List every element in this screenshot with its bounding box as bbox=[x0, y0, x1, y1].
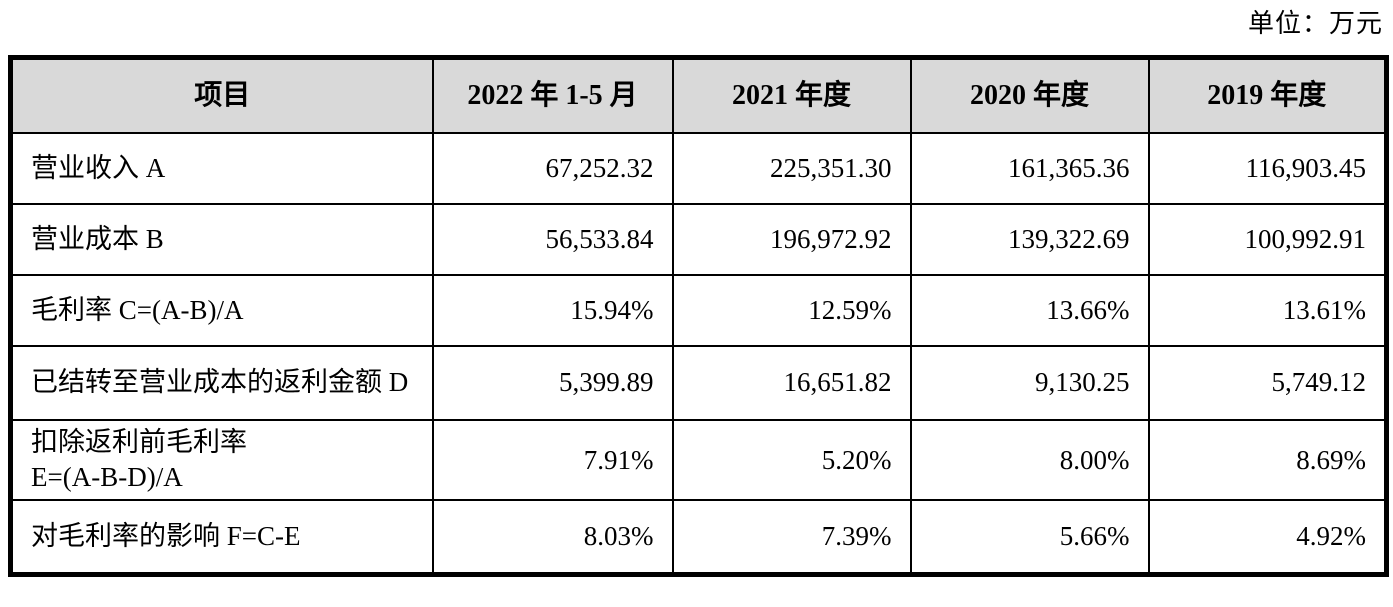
cell-value: 13.61% bbox=[1147, 274, 1388, 347]
cell-value: 16,651.82 bbox=[671, 345, 912, 421]
cell-value: 161,365.36 bbox=[909, 132, 1150, 205]
header-2019: 2019 年度 bbox=[1147, 56, 1388, 134]
cell-value: 116,903.45 bbox=[1147, 132, 1388, 205]
unit-label: 单位：万元 bbox=[1247, 9, 1383, 38]
row-label: 营业收入 A bbox=[9, 132, 434, 205]
cell-value: 8.03% bbox=[431, 499, 674, 576]
table-row: 营业成本 B 56,533.84 196,972.92 139,322.69 1… bbox=[9, 203, 1388, 276]
cell-value: 4.92% bbox=[1147, 499, 1388, 576]
header-2021: 2021 年度 bbox=[671, 56, 912, 134]
cell-value: 139,322.69 bbox=[909, 203, 1150, 276]
cell-value: 7.91% bbox=[431, 418, 674, 502]
table-row: 扣除返利前毛利率 E=(A-B-D)/A 7.91% 5.20% 8.00% 8… bbox=[9, 418, 1388, 502]
table-row: 营业收入 A 67,252.32 225,351.30 161,365.36 1… bbox=[9, 132, 1388, 205]
header-2020: 2020 年度 bbox=[909, 56, 1150, 134]
table-body: 营业收入 A 67,252.32 225,351.30 161,365.36 1… bbox=[9, 132, 1388, 576]
row-label: 对毛利率的影响 F=C-E bbox=[9, 499, 434, 576]
cell-value: 5,399.89 bbox=[431, 345, 674, 421]
cell-value: 100,992.91 bbox=[1147, 203, 1388, 276]
cell-value: 5.66% bbox=[909, 499, 1150, 576]
cell-value: 13.66% bbox=[909, 274, 1150, 347]
header-item: 项目 bbox=[9, 56, 434, 134]
cell-value: 5.20% bbox=[671, 418, 912, 502]
table-row: 已结转至营业成本的返利金额 D 5,399.89 16,651.82 9,130… bbox=[9, 345, 1388, 421]
cell-value: 196,972.92 bbox=[671, 203, 912, 276]
cell-value: 9,130.25 bbox=[909, 345, 1150, 421]
table-row: 对毛利率的影响 F=C-E 8.03% 7.39% 5.66% 4.92% bbox=[9, 499, 1388, 576]
cell-value: 5,749.12 bbox=[1147, 345, 1388, 421]
cell-value: 15.94% bbox=[431, 274, 674, 347]
header-2022: 2022 年 1-5 月 bbox=[431, 56, 674, 134]
cell-value: 225,351.30 bbox=[671, 132, 912, 205]
cell-value: 12.59% bbox=[671, 274, 912, 347]
cell-value: 7.39% bbox=[671, 499, 912, 576]
row-label: 已结转至营业成本的返利金额 D bbox=[9, 345, 434, 421]
table-row: 毛利率 C=(A-B)/A 15.94% 12.59% 13.66% 13.61… bbox=[9, 274, 1388, 347]
header-row: 项目 2022 年 1-5 月 2021 年度 2020 年度 2019 年度 bbox=[9, 56, 1388, 134]
row-label: 营业成本 B bbox=[9, 203, 434, 276]
cell-value: 56,533.84 bbox=[431, 203, 674, 276]
gross-margin-table: 项目 2022 年 1-5 月 2021 年度 2020 年度 2019 年度 … bbox=[8, 55, 1389, 577]
table-header: 项目 2022 年 1-5 月 2021 年度 2020 年度 2019 年度 bbox=[9, 56, 1388, 134]
cell-value: 8.00% bbox=[909, 418, 1150, 502]
row-label: 扣除返利前毛利率 E=(A-B-D)/A bbox=[9, 418, 434, 502]
row-label: 毛利率 C=(A-B)/A bbox=[9, 274, 434, 347]
cell-value: 67,252.32 bbox=[431, 132, 674, 205]
cell-value: 8.69% bbox=[1147, 418, 1388, 502]
